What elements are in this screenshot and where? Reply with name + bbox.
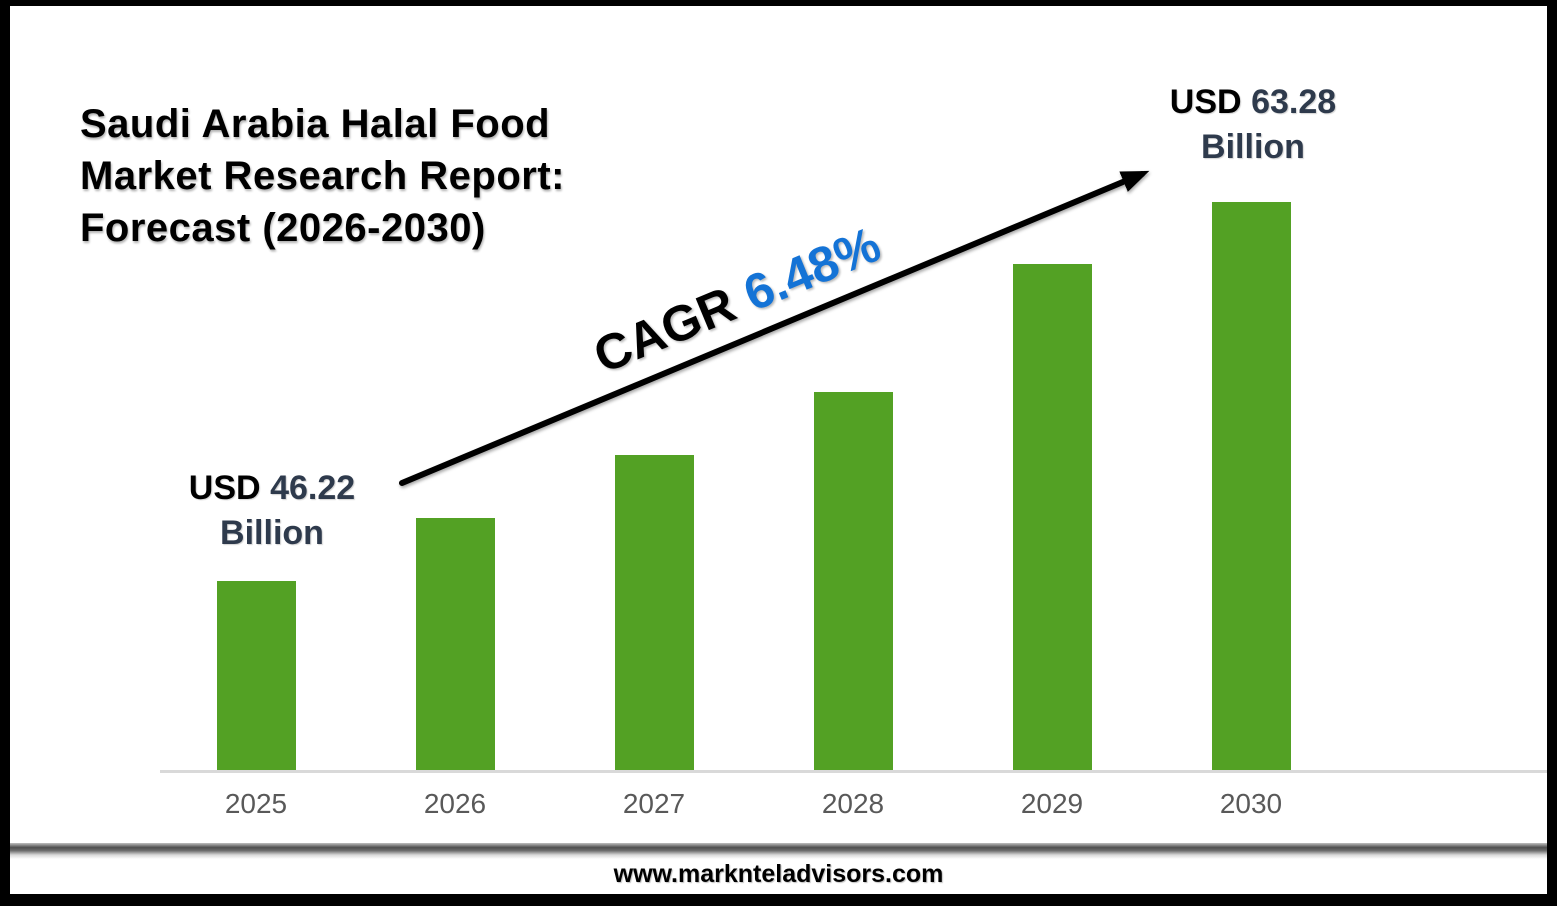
value-label-2025-amount: 46.22 (270, 469, 356, 507)
x-axis-labels: 2025 2026 2027 2028 2029 2030 (10, 6, 1547, 894)
bar-2029 (1012, 264, 1092, 770)
bar-2027 (614, 455, 694, 770)
x-tick-label-2028: 2028 (821, 788, 885, 819)
x-tick-label-2030: 2030 (1219, 788, 1283, 819)
value-label-2030-unit: Billion (1201, 128, 1305, 166)
value-label-2025-currency: USD (188, 469, 261, 507)
bar-2026 (415, 518, 495, 770)
x-tick-label-2027: 2027 (622, 788, 686, 819)
bar-2028 (813, 392, 893, 770)
value-label-2025: USD 46.22 Billion (142, 466, 402, 556)
chart-title: Saudi Arabia Halal Food Market Research … (80, 102, 565, 250)
x-tick-label-2026: 2026 (423, 788, 487, 819)
x-tick-label-2029: 2029 (1020, 788, 1084, 819)
value-label-2030-amount: 63.28 (1251, 83, 1337, 121)
value-label-2030: USD 63.28 Billion (1123, 80, 1383, 170)
bar-group (10, 6, 1547, 894)
x-axis-line (160, 770, 1547, 773)
x-tick-label-2025: 2025 (224, 788, 288, 819)
value-label-2025-unit: Billion (220, 514, 324, 552)
bar-2025 (216, 581, 296, 770)
bar-2030 (1211, 202, 1291, 770)
value-label-2030-currency: USD (1169, 83, 1242, 121)
footer-divider (10, 843, 1547, 859)
website-url: www.marknteladvisors.com (613, 860, 944, 888)
cagr-trend-arrow (399, 170, 1150, 486)
chart-canvas: Saudi Arabia Halal Food Market Research … (10, 6, 1547, 894)
